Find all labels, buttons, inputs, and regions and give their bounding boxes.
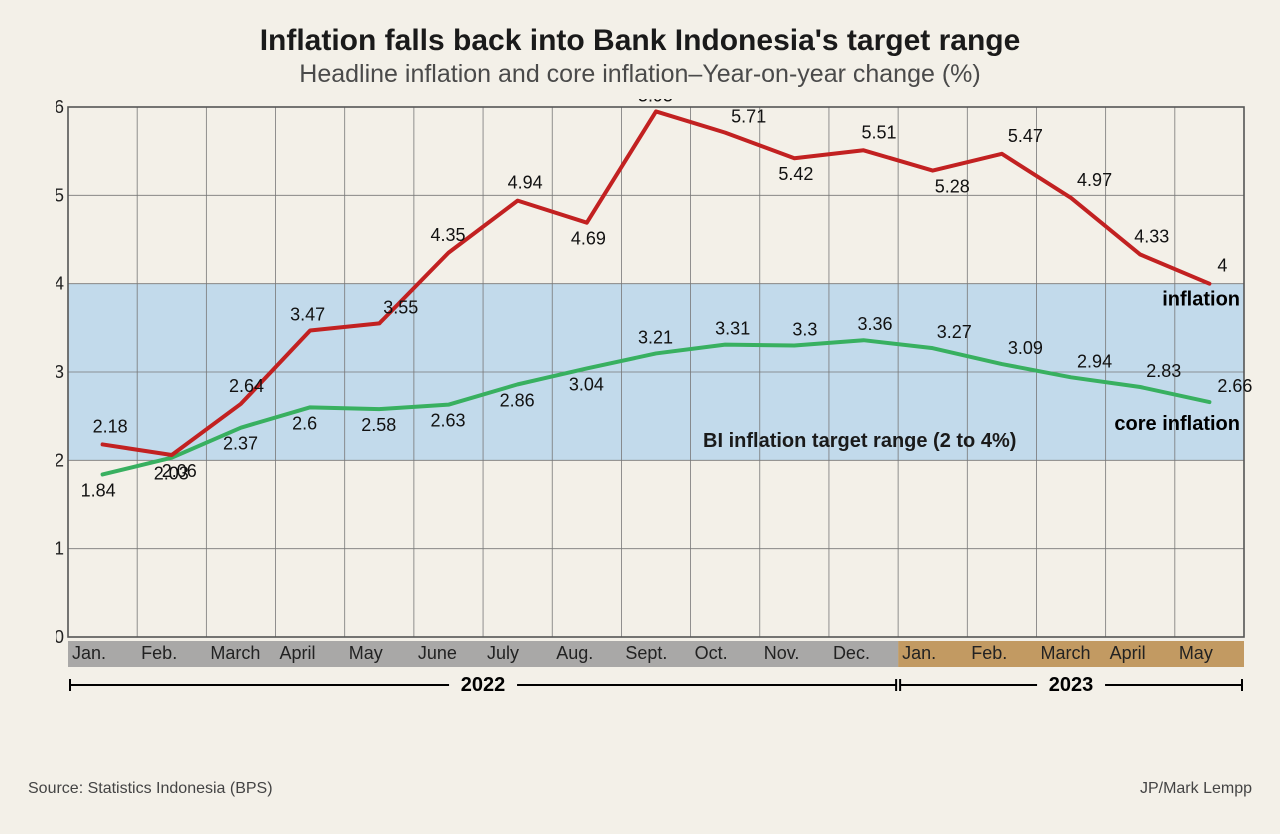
datalabel-core: 1.84 bbox=[81, 480, 116, 500]
datalabel-inflation: 4.69 bbox=[571, 229, 606, 249]
series-label-core: core inflation bbox=[1114, 413, 1240, 435]
target-band-label: BI inflation target range (2 to 4%) bbox=[703, 430, 1016, 452]
x-tick-label: Jan. bbox=[902, 643, 936, 663]
datalabel-inflation: 5.42 bbox=[778, 164, 813, 184]
x-tick-label: Nov. bbox=[764, 643, 800, 663]
datalabel-inflation: 4.97 bbox=[1077, 170, 1112, 190]
y-tick-label: 5 bbox=[56, 185, 64, 205]
datalabel-core: 3.3 bbox=[792, 320, 817, 340]
datalabel-inflation: 3.47 bbox=[290, 304, 325, 324]
credit-label: JP/Mark Lempp bbox=[1140, 780, 1252, 798]
datalabel-core: 2.86 bbox=[500, 390, 535, 410]
x-tick-label: Dec. bbox=[833, 643, 870, 663]
x-tick-label: Oct. bbox=[695, 643, 728, 663]
datalabel-core: 2.63 bbox=[430, 411, 465, 431]
datalabel-inflation: 5.51 bbox=[862, 122, 897, 142]
y-tick-label: 0 bbox=[56, 627, 64, 647]
datalabel-core: 3.27 bbox=[937, 322, 972, 342]
chart-footer: Source: Statistics Indonesia (BPS) JP/Ma… bbox=[28, 780, 1252, 798]
x-tick-label: Aug. bbox=[556, 643, 593, 663]
datalabel-core: 3.31 bbox=[715, 319, 750, 339]
datalabel-inflation: 3.55 bbox=[383, 297, 418, 317]
year-label: 2023 bbox=[1049, 674, 1094, 696]
y-tick-label: 4 bbox=[56, 274, 64, 294]
series-label-inflation: inflation bbox=[1162, 289, 1240, 311]
datalabel-inflation: 5.95 bbox=[638, 99, 673, 105]
x-tick-label: April bbox=[280, 643, 316, 663]
datalabel-inflation: 5.47 bbox=[1008, 126, 1043, 146]
datalabel-core: 2.37 bbox=[223, 434, 258, 454]
datalabel-core: 2.6 bbox=[292, 413, 317, 433]
x-tick-label: April bbox=[1110, 643, 1146, 663]
datalabel-core: 3.04 bbox=[569, 374, 604, 394]
chart-title: Inflation falls back into Bank Indonesia… bbox=[24, 24, 1256, 58]
x-tick-label: Feb. bbox=[141, 643, 177, 663]
x-tick-label: July bbox=[487, 643, 519, 663]
y-tick-label: 6 bbox=[56, 99, 64, 117]
y-tick-label: 2 bbox=[56, 450, 64, 470]
chart-container: Inflation falls back into Bank Indonesia… bbox=[0, 0, 1280, 834]
x-tick-label: May bbox=[1179, 643, 1213, 663]
datalabel-inflation: 2.06 bbox=[162, 461, 197, 481]
datalabel-core: 2.94 bbox=[1077, 351, 1112, 371]
datalabel-inflation: 5.71 bbox=[731, 107, 766, 127]
datalabel-core: 3.36 bbox=[858, 314, 893, 334]
x-tick-label: March bbox=[210, 643, 260, 663]
datalabel-inflation: 2.64 bbox=[229, 376, 264, 396]
datalabel-inflation: 2.18 bbox=[93, 416, 128, 436]
datalabel-inflation: 4.94 bbox=[508, 173, 543, 193]
x-tick-label: Jan. bbox=[72, 643, 106, 663]
chart-plot: 0 1 2 3 4 5 6 BI inflation target range (2 to 4… bbox=[56, 99, 1256, 689]
chart-subtitle: Headline inflation and core inflation–Ye… bbox=[24, 60, 1256, 89]
datalabel-core: 2.58 bbox=[361, 415, 396, 435]
datalabel-core: 3.09 bbox=[1008, 338, 1043, 358]
x-tick-label: Sept. bbox=[625, 643, 667, 663]
source-label: Source: Statistics Indonesia (BPS) bbox=[28, 780, 273, 798]
datalabel-inflation: 5.28 bbox=[935, 177, 970, 197]
datalabel-core: 2.83 bbox=[1146, 361, 1181, 381]
y-tick-label: 3 bbox=[56, 362, 64, 382]
datalabel-inflation: 4 bbox=[1217, 256, 1227, 276]
x-tick-label: May bbox=[349, 643, 383, 663]
datalabel-core: 3.21 bbox=[638, 327, 673, 347]
datalabel-inflation: 4.35 bbox=[430, 225, 465, 245]
datalabel-core: 2.66 bbox=[1217, 376, 1252, 396]
x-tick-label: March bbox=[1040, 643, 1090, 663]
y-tick-label: 1 bbox=[56, 539, 64, 559]
chart-svg: 0 1 2 3 4 5 6 BI inflation target range (2 to 4… bbox=[56, 99, 1256, 739]
datalabel-inflation: 4.33 bbox=[1134, 227, 1169, 247]
x-tick-label: Feb. bbox=[971, 643, 1007, 663]
x-tick-label: June bbox=[418, 643, 457, 663]
year-label: 2022 bbox=[461, 674, 506, 696]
